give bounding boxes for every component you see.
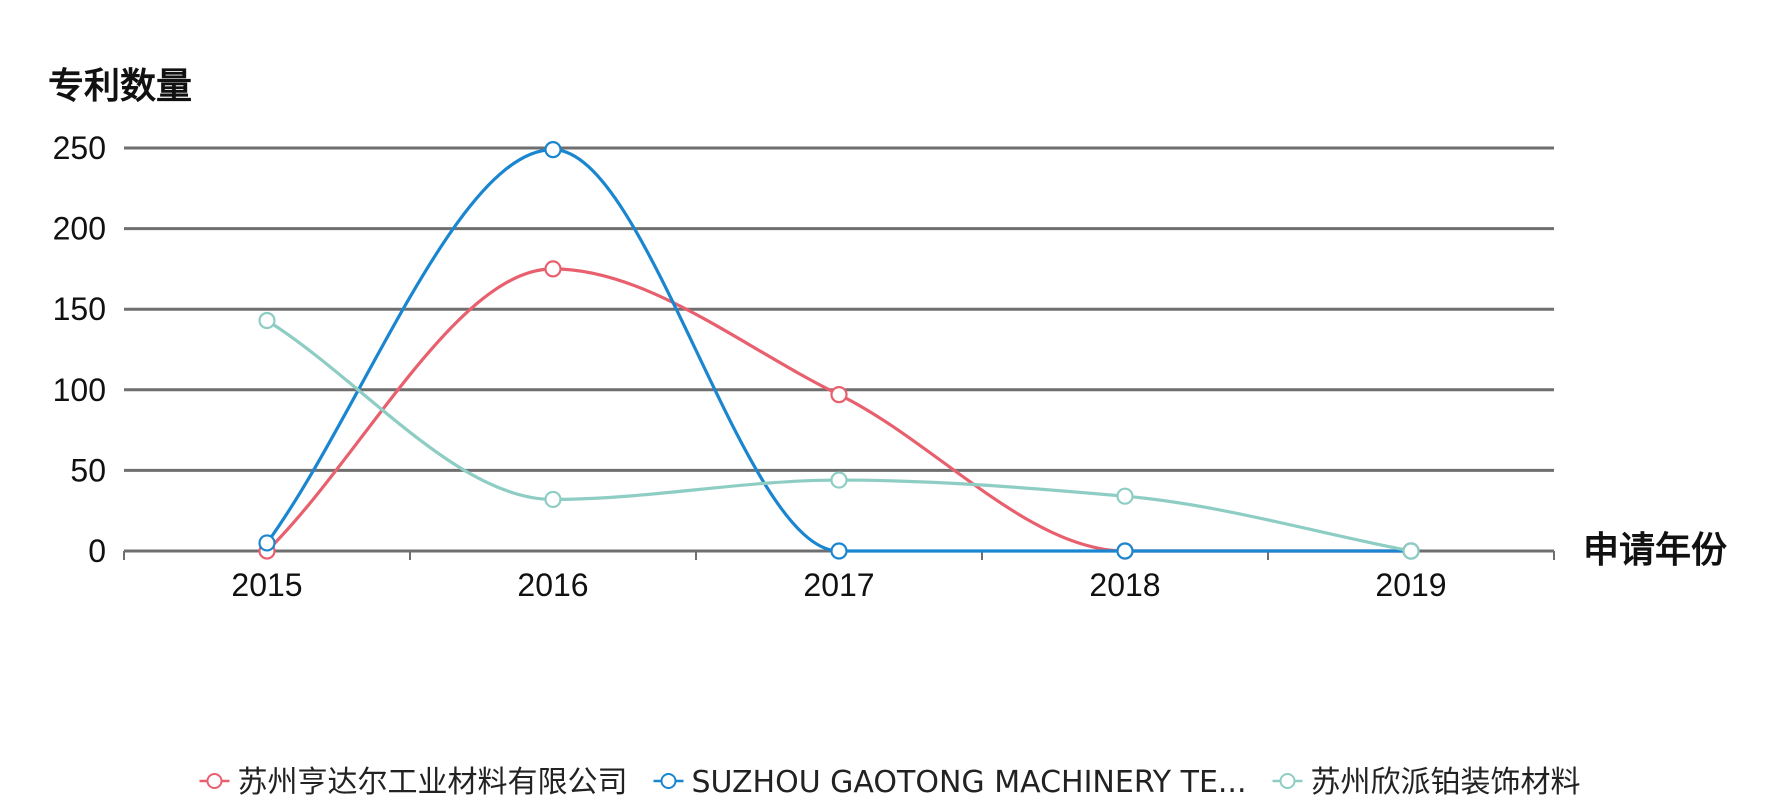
data-point-s2-2[interactable] — [832, 473, 847, 488]
data-point-s0-1[interactable] — [546, 261, 561, 276]
y-tick-label: 0 — [88, 533, 106, 569]
legend-label: SUZHOU GAOTONG MACHINERY TE... — [691, 765, 1246, 800]
y-tick-label: 100 — [53, 372, 106, 408]
data-point-s1-2[interactable] — [832, 544, 847, 559]
y-tick-label: 150 — [53, 291, 106, 327]
x-axis-tick-labels: 2015 2016 2017 2018 2019 — [231, 567, 1446, 603]
series-line-1 — [267, 150, 1411, 551]
legend-label: 苏州亨达尔工业材料有限公司 — [237, 765, 627, 800]
x-tick-label: 2019 — [1375, 567, 1446, 603]
x-axis-title: 申请年份 — [1583, 530, 1727, 571]
x-tick-label: 2017 — [803, 567, 874, 603]
y-axis-title: 专利数量 — [48, 66, 192, 107]
series-line-0 — [267, 269, 1411, 551]
data-point-s1-3[interactable] — [1118, 544, 1133, 559]
legend-item[interactable]: 苏州亨达尔工业材料有限公司 — [199, 765, 627, 800]
series-lines — [267, 150, 1411, 551]
grid-lines — [124, 148, 1554, 470]
data-point-s2-3[interactable] — [1118, 489, 1133, 504]
legend-swatch-marker — [661, 774, 675, 788]
data-point-s1-0[interactable] — [260, 535, 275, 550]
y-tick-label: 50 — [70, 452, 106, 488]
legend-label: 苏州欣派铂装饰材料 — [1311, 765, 1581, 800]
data-point-s2-0[interactable] — [260, 313, 275, 328]
data-point-s1-1[interactable] — [546, 142, 561, 157]
legend-item[interactable]: SUZHOU GAOTONG MACHINERY TE... — [653, 765, 1246, 800]
series-line-2 — [267, 320, 1411, 551]
legend: 苏州亨达尔工业材料有限公司 SUZHOU GAOTONG MACHINERY TE… — [199, 765, 1580, 800]
y-axis-tick-labels: 0 50 100 150 200 250 — [53, 130, 106, 569]
series-points — [260, 142, 1419, 558]
legend-item[interactable]: 苏州欣派铂装饰材料 — [1273, 765, 1581, 800]
legend-swatch-marker — [207, 774, 221, 788]
y-tick-label: 200 — [53, 211, 106, 247]
y-tick-label: 250 — [53, 130, 106, 166]
data-point-s2-4[interactable] — [1404, 544, 1419, 559]
x-tick-label: 2016 — [517, 567, 588, 603]
data-point-s2-1[interactable] — [546, 492, 561, 507]
data-point-s0-2[interactable] — [832, 387, 847, 402]
x-tick-label: 2015 — [231, 567, 302, 603]
x-tick-label: 2018 — [1089, 567, 1160, 603]
legend-swatch-marker — [1281, 774, 1295, 788]
